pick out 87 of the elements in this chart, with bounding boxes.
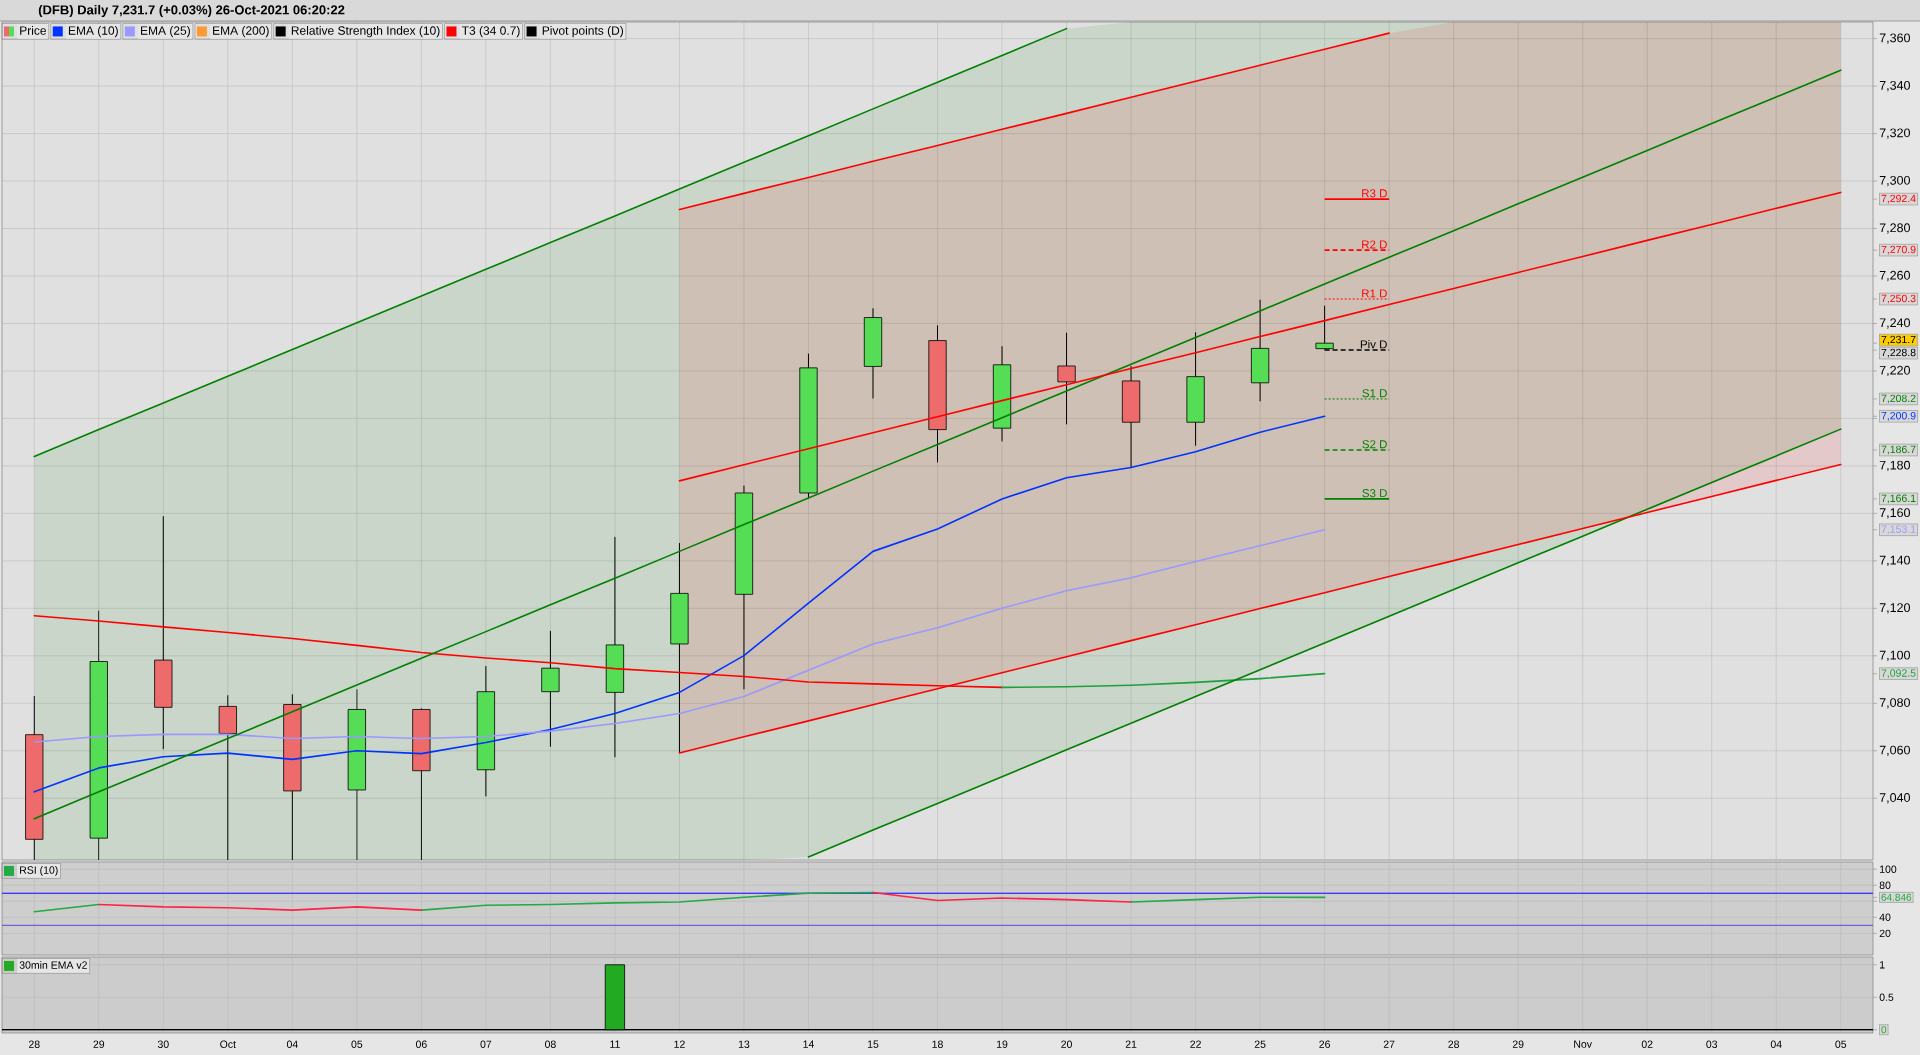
x-tick-label: 05 bbox=[351, 1040, 363, 1048]
line-series bbox=[33, 415, 1326, 793]
x-tick-label: 20 bbox=[1061, 1040, 1072, 1048]
ref-line-label: S3 D bbox=[1362, 489, 1387, 498]
x-tick-label: 15 bbox=[867, 1040, 879, 1048]
y-tick-label: 7,080 bbox=[1879, 698, 1910, 709]
x-tick-label: 25 bbox=[1254, 1040, 1266, 1048]
y-tick-label: 0 bbox=[1881, 1026, 1887, 1034]
y-tick-label: 7,166.1 bbox=[1881, 494, 1916, 504]
x-tick-label: 14 bbox=[803, 1040, 814, 1048]
y-tick-label: 7,240 bbox=[1879, 318, 1910, 329]
x-tick-label: 08 bbox=[544, 1040, 556, 1048]
candlestick bbox=[541, 630, 560, 748]
x-tick-label: 03 bbox=[1706, 1040, 1718, 1048]
legend-label: EMA (25) bbox=[141, 26, 190, 38]
legend-label: RSI (10) bbox=[20, 866, 58, 876]
ref-line-label: R2 D bbox=[1362, 240, 1387, 249]
legend-label: T3 (34 0.7) bbox=[461, 26, 520, 38]
ref-line-label: R3 D bbox=[1362, 189, 1387, 198]
y-tick-label: 7,186.7 bbox=[1881, 445, 1916, 455]
y-tick-label: 7,250.3 bbox=[1881, 294, 1916, 304]
x-tick-label: 22 bbox=[1190, 1040, 1201, 1048]
candlestick bbox=[1057, 332, 1076, 425]
x-tick-label: Oct bbox=[220, 1040, 236, 1048]
x-tick-label: 28 bbox=[1448, 1040, 1460, 1048]
y-tick-label: 100 bbox=[1880, 865, 1897, 873]
y-tick-label: 7,280 bbox=[1879, 223, 1910, 234]
y-tick-label: 7,208.2 bbox=[1881, 394, 1916, 404]
y-tick-label: 7,120 bbox=[1879, 603, 1910, 614]
legend-label: Relative Strength Index (10) bbox=[291, 26, 440, 38]
line-series bbox=[1001, 672, 1326, 689]
y-tick-label: 7,140 bbox=[1879, 555, 1910, 567]
ref-line-label: S2 D bbox=[1362, 440, 1387, 449]
y-tick-label: 20 bbox=[1879, 929, 1891, 938]
x-tick-label: 18 bbox=[932, 1040, 943, 1048]
x-tick-label: 12 bbox=[674, 1040, 685, 1048]
x-tick-label: 28 bbox=[28, 1040, 40, 1048]
y-tick-label: 7,100 bbox=[1879, 650, 1910, 661]
ref-line-label: R1 D bbox=[1362, 289, 1387, 298]
legend-label: 30min EMA v2 bbox=[19, 961, 87, 969]
x-tick-label: Nov bbox=[1574, 1040, 1592, 1048]
x-tick-label: 30 bbox=[157, 1040, 169, 1048]
y-tick-label: 7,360 bbox=[1879, 33, 1910, 44]
x-tick-label: 11 bbox=[610, 1040, 620, 1048]
y-tick-label: 40 bbox=[1879, 913, 1891, 922]
y-tick-label: 7,153.1 bbox=[1881, 525, 1916, 535]
y-tick-label: 7,270.9 bbox=[1881, 245, 1916, 255]
y-tick-label: 7,320 bbox=[1879, 128, 1910, 139]
legend-label: Price bbox=[20, 26, 47, 35]
line-series bbox=[678, 32, 1390, 211]
ref-line-label: Piv D bbox=[1360, 340, 1387, 349]
y-tick-label: 7,292.4 bbox=[1881, 194, 1916, 204]
y-tick-label: 0.5 bbox=[1879, 993, 1894, 1001]
x-tick-label: 02 bbox=[1641, 1040, 1653, 1048]
x-tick-label: 04 bbox=[1770, 1040, 1782, 1048]
y-tick-label: 7,200.9 bbox=[1881, 411, 1916, 421]
x-tick-label: 04 bbox=[286, 1040, 298, 1048]
x-tick-label: 05 bbox=[1835, 1040, 1847, 1048]
x-tick-label: 07 bbox=[480, 1040, 492, 1048]
ref-line-label: S1 D bbox=[1362, 389, 1387, 398]
y-tick-label: 7,340 bbox=[1879, 80, 1910, 92]
x-tick-label: 19 bbox=[996, 1040, 1008, 1048]
y-tick-label: 7,228.8 bbox=[1881, 348, 1916, 358]
x-tick-label: 27 bbox=[1383, 1040, 1395, 1048]
y-tick-label: 1 bbox=[1880, 961, 1885, 969]
x-tick-label: 26 bbox=[1319, 1040, 1330, 1048]
y-tick-label: 7,160 bbox=[1879, 508, 1910, 519]
y-tick-label: 7,300 bbox=[1879, 175, 1910, 187]
x-tick-label: 29 bbox=[93, 1040, 105, 1048]
legend-label: EMA (10) bbox=[68, 26, 118, 38]
y-tick-label: 7,231.7 bbox=[1881, 335, 1916, 345]
y-tick-label: 7,260 bbox=[1879, 270, 1910, 282]
x-tick-label: 21 bbox=[1125, 1040, 1137, 1048]
x-tick-label: 13 bbox=[738, 1040, 750, 1048]
x-tick-label: 29 bbox=[1512, 1040, 1524, 1048]
y-tick-label: 7,180 bbox=[1879, 460, 1910, 472]
legend-label: EMA (200) bbox=[213, 26, 269, 38]
y-tick-label: 7,060 bbox=[1879, 745, 1910, 756]
y-tick-label: 7,092.5 bbox=[1881, 669, 1916, 678]
y-tick-label: 7,040 bbox=[1879, 793, 1910, 804]
chart-title: (DFB) Daily 7,231.7 (+0.03%) 26-Oct-2021 06:20:22 bbox=[38, 4, 345, 18]
x-tick-label: 06 bbox=[415, 1040, 427, 1048]
y-tick-label: 64.846 bbox=[1881, 893, 1912, 901]
legend-label: Pivot points (D) bbox=[542, 26, 624, 38]
y-tick-label: 7,220 bbox=[1879, 365, 1910, 377]
y-tick-label: 80 bbox=[1879, 881, 1891, 889]
line-series bbox=[678, 191, 1842, 482]
